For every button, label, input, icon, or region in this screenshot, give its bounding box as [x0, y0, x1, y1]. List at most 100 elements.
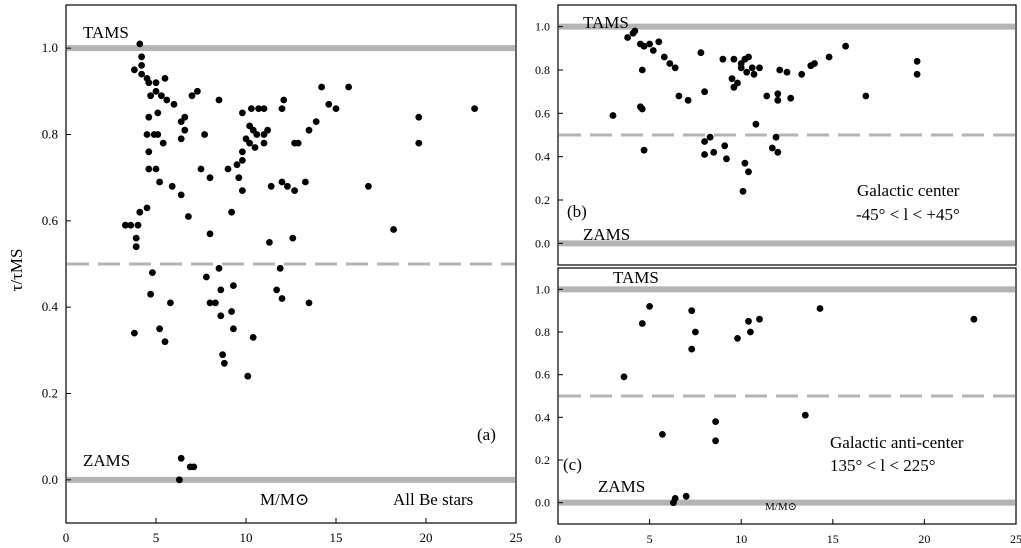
- data-point: [415, 139, 423, 147]
- panel-b-annotation-2: -45° < l < +45°: [856, 205, 960, 224]
- panel-c-tams-label: TAMS: [613, 268, 659, 287]
- data-point: [712, 437, 719, 445]
- y-tick-label: 0.0: [535, 236, 550, 250]
- data-point: [798, 70, 806, 78]
- data-point: [620, 373, 628, 381]
- y-tick-label: 1.0: [42, 40, 58, 55]
- y-tick-label: 0.4: [42, 299, 59, 314]
- data-point: [267, 182, 275, 190]
- data-point: [701, 138, 708, 145]
- x-tick-label: 5: [153, 530, 160, 545]
- data-point: [161, 75, 169, 82]
- data-point: [136, 208, 144, 216]
- data-point: [145, 79, 153, 87]
- data-point: [913, 70, 921, 78]
- data-point: [816, 305, 824, 312]
- x-tick-label: 0: [63, 530, 70, 545]
- data-point: [239, 148, 246, 156]
- panel-a-xlabel: M/M⊙: [260, 490, 309, 509]
- data-point: [239, 187, 246, 195]
- data-point: [862, 92, 870, 100]
- data-point: [278, 105, 286, 112]
- data-point: [774, 96, 782, 104]
- data-point: [136, 40, 144, 48]
- data-point: [811, 60, 818, 67]
- data-point: [206, 299, 214, 307]
- data-point: [728, 75, 736, 83]
- x-tick-label: 20: [420, 530, 433, 545]
- panel-b-annotation-1: Galactic center: [857, 181, 960, 200]
- data-point: [774, 90, 782, 98]
- panel-c-ticks: 0.0 0.2 0.4 0.6 0.8 1.0 0 5 10 15 20 25: [535, 282, 1021, 546]
- data-point: [688, 307, 696, 315]
- data-point: [138, 53, 146, 61]
- data-point: [471, 105, 478, 112]
- panel-c-guide-lines: [559, 286, 1015, 506]
- data-point: [768, 144, 776, 152]
- y-tick-label: 0.0: [42, 472, 58, 487]
- data-point: [152, 165, 160, 173]
- panel-b: 0.0 0.2 0.4 0.6 0.8 1.0 TAMS ZAMS (b) Galacti…: [535, 4, 1017, 266]
- data-point: [147, 92, 155, 100]
- panel-a-tams-label: TAMS: [83, 23, 129, 42]
- data-point: [138, 62, 146, 69]
- data-point: [181, 126, 189, 134]
- data-point: [212, 299, 219, 307]
- data-point: [177, 135, 185, 143]
- data-point: [163, 96, 171, 104]
- y-tick-label: 0.8: [535, 325, 550, 339]
- data-point: [221, 359, 228, 367]
- data-point: [776, 66, 784, 74]
- data-point: [970, 315, 978, 323]
- y-tick-label: 0.6: [42, 213, 59, 228]
- data-point: [745, 53, 752, 61]
- y-tick-label: 1.0: [535, 20, 550, 34]
- data-point: [671, 495, 679, 502]
- data-point: [284, 182, 291, 190]
- data-point: [913, 57, 921, 65]
- data-point: [154, 109, 162, 117]
- y-tick-label: 0.4: [535, 410, 550, 424]
- data-point: [688, 345, 696, 353]
- data-point: [825, 53, 833, 61]
- data-point: [215, 264, 223, 272]
- data-point: [692, 328, 699, 336]
- data-point: [230, 325, 237, 333]
- data-point: [294, 139, 302, 147]
- data-point: [638, 320, 646, 327]
- panel-c-frame: [557, 267, 1017, 525]
- data-point: [203, 273, 210, 281]
- panel-c-xlabel: M/M⊙: [765, 501, 797, 513]
- panel-c-label: (c): [563, 455, 582, 474]
- data-point: [145, 113, 153, 121]
- data-point: [638, 105, 646, 113]
- data-point: [185, 213, 192, 220]
- data-point: [302, 178, 309, 186]
- panel-b-ticks: 0.0 0.2 0.4 0.6 0.8 1.0: [535, 20, 563, 250]
- data-point: [217, 286, 225, 294]
- data-point: [655, 38, 663, 46]
- x-tick-label: 15: [330, 530, 343, 545]
- data-point: [154, 131, 162, 138]
- data-point: [249, 334, 257, 341]
- data-point: [624, 34, 631, 41]
- panel-c-points: [620, 303, 978, 507]
- data-point: [675, 92, 683, 100]
- data-point: [325, 100, 333, 108]
- panel-a-points: [122, 40, 478, 484]
- panel-a-ylabel: τ/τMS: [7, 249, 26, 292]
- data-point: [745, 168, 752, 176]
- data-point: [697, 49, 705, 57]
- data-point: [131, 329, 138, 337]
- data-point: [305, 126, 313, 134]
- data-point: [246, 139, 254, 147]
- data-point: [228, 308, 236, 315]
- data-point: [640, 146, 648, 154]
- data-point: [219, 351, 227, 359]
- data-point: [706, 133, 714, 141]
- data-point: [774, 148, 782, 156]
- data-point: [206, 230, 214, 238]
- panel-a-ticks: 0.0 0.2 0.4 0.6 0.8 1.0 0 5 10 15 20 25: [42, 40, 523, 545]
- data-point: [217, 312, 225, 320]
